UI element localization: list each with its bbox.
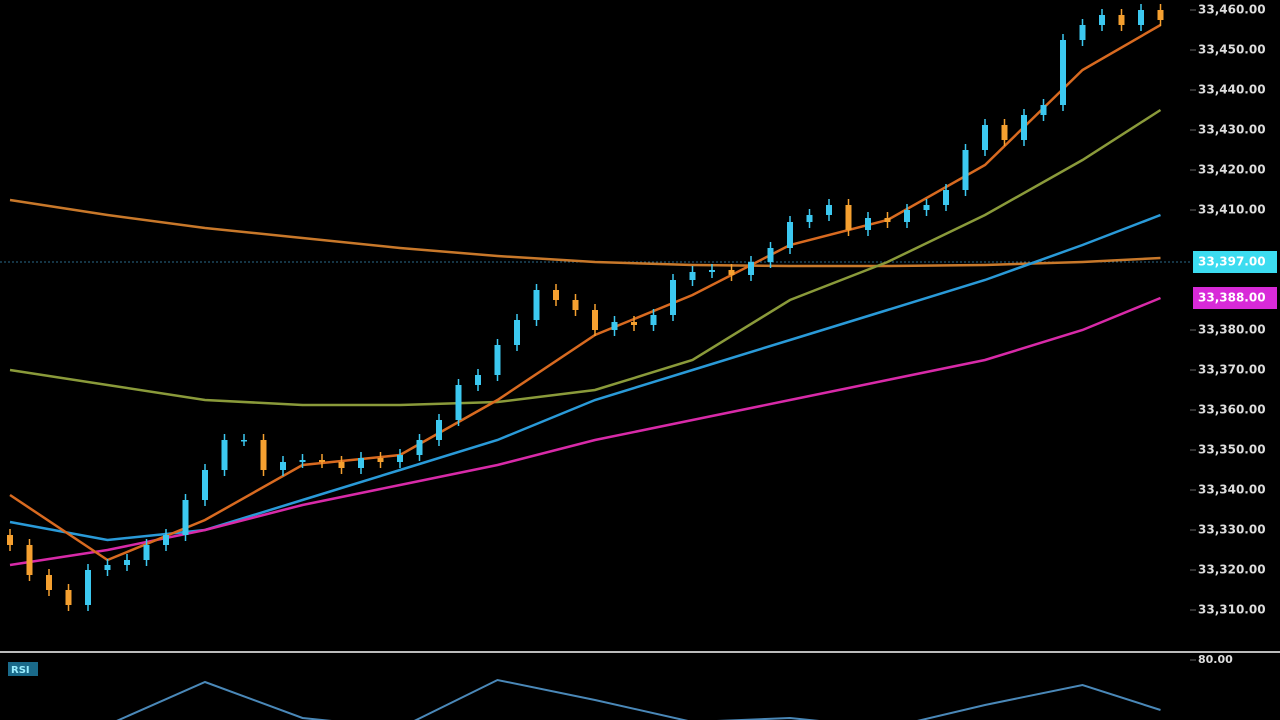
candle-body — [397, 455, 403, 462]
candle-body — [748, 262, 754, 275]
ma-tag-box — [1193, 287, 1277, 309]
candle-body — [533, 290, 540, 320]
candle-body — [709, 270, 715, 272]
candle-body — [104, 565, 111, 570]
candle-body — [377, 458, 384, 462]
y-tick-label: 33,450.00 — [1198, 43, 1266, 57]
y-tick-label: 33,440.00 — [1198, 83, 1266, 97]
candle-body — [865, 218, 871, 230]
candle-body — [221, 440, 228, 470]
y-tick-label: 33,370.00 — [1198, 363, 1266, 377]
candle-body — [416, 440, 423, 455]
candle-body — [1079, 25, 1086, 40]
moving-average — [9, 108, 1162, 407]
candle-body — [85, 570, 91, 605]
indicator-tick-label: 80.00 — [1198, 653, 1233, 666]
candle-body — [826, 205, 832, 215]
candle-body — [923, 205, 930, 210]
candle-body — [7, 535, 13, 545]
candle-body — [1099, 15, 1105, 25]
candle-body — [143, 545, 150, 560]
y-tick-label: 33,420.00 — [1198, 163, 1266, 177]
indicator-line — [116, 678, 1161, 720]
candle-body — [436, 420, 442, 440]
y-tick-label: 33,360.00 — [1198, 403, 1266, 417]
y-tick-label: 33,460.00 — [1198, 3, 1266, 17]
candle-body — [494, 345, 501, 375]
candle-body — [455, 385, 462, 420]
candle-body — [611, 322, 618, 330]
candle-body — [1060, 40, 1066, 105]
y-tick-label: 33,350.00 — [1198, 443, 1266, 457]
candle-body — [358, 458, 364, 468]
indicator-name: RSI — [11, 665, 30, 676]
candle-body — [475, 375, 481, 385]
candle-body — [553, 290, 559, 300]
candle-body — [124, 560, 130, 565]
candle-body — [1001, 125, 1008, 140]
candle-body — [1040, 105, 1047, 115]
candle-body — [650, 315, 657, 325]
last-price-tag-box — [1193, 251, 1277, 273]
ma-tag-label: 33,388.00 — [1198, 291, 1266, 305]
candle-body — [241, 440, 247, 442]
candle-body — [572, 300, 579, 310]
y-tick-label: 33,310.00 — [1198, 603, 1266, 617]
candle-body — [806, 215, 813, 222]
candle-body — [982, 125, 988, 150]
candle-body — [1138, 10, 1144, 25]
candle-body — [689, 272, 696, 280]
y-tick-label: 33,320.00 — [1198, 563, 1266, 577]
candle-body — [26, 545, 33, 575]
y-tick-label: 33,410.00 — [1198, 203, 1266, 217]
moving-average — [9, 23, 1162, 562]
candle-body — [65, 590, 72, 605]
y-tick-label: 33,430.00 — [1198, 123, 1266, 137]
candle-body — [319, 460, 325, 462]
candle-body — [338, 462, 345, 468]
candle-body — [787, 222, 793, 248]
candle-body — [631, 322, 637, 325]
last-price-tag-label: 33,397.00 — [1198, 255, 1266, 269]
candle-body — [845, 205, 852, 230]
candle-body — [943, 190, 949, 205]
y-tick-label: 33,380.00 — [1198, 323, 1266, 337]
candle-body — [280, 462, 286, 470]
candle-body — [904, 210, 910, 222]
candle-body — [728, 270, 735, 275]
candle-body — [1118, 15, 1125, 25]
candle-body — [299, 460, 306, 462]
candle-body — [182, 500, 189, 535]
candle-body — [962, 150, 969, 190]
candle-body — [202, 470, 208, 500]
candle-body — [670, 280, 676, 315]
moving-average — [9, 198, 1161, 268]
candle-body — [163, 535, 169, 545]
y-tick-label: 33,340.00 — [1198, 483, 1266, 497]
candle-body — [767, 248, 774, 262]
candle-body — [260, 440, 267, 470]
candle-body — [592, 310, 598, 330]
indicator-name-box — [8, 662, 38, 676]
moving-average — [9, 296, 1161, 567]
candle-body — [46, 575, 52, 590]
y-tick-label: 33,330.00 — [1198, 523, 1266, 537]
candle-body — [884, 218, 891, 222]
candle-body — [1157, 10, 1164, 20]
candle-body — [1021, 115, 1027, 140]
candle-body — [514, 320, 520, 345]
